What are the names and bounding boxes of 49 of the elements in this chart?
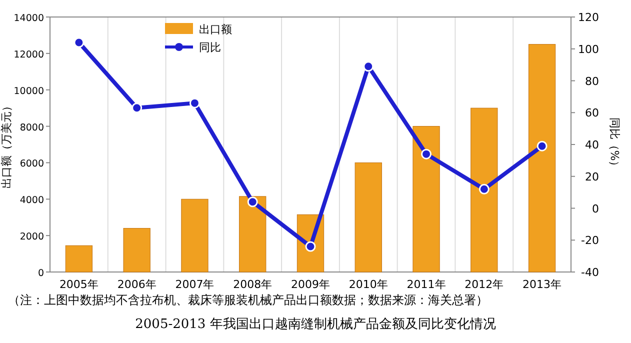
y2-tick-label: -40 [581,266,599,279]
bar [354,162,382,272]
legend-label: 出口额 [199,23,232,36]
point [189,98,200,108]
y-tick-label: 14000 [14,13,44,24]
y-axis-title: 出口额（万美元） [0,100,13,188]
bar [65,245,93,272]
point [132,102,142,114]
x-tick-label: 2012年 [464,278,504,291]
x-tick-label: 2011年 [406,278,446,291]
point [536,140,548,152]
y-tick-label: 2000 [20,232,44,243]
x-tick-label: 2009年 [291,278,330,291]
x-tick-label: 2006年 [117,278,156,291]
y-tick-label: 0 [38,268,44,279]
bar [528,44,556,272]
point [478,184,490,194]
bar [181,198,208,272]
point [74,37,84,48]
y-tick-label: 4000 [20,195,44,206]
x-tick-label: 2007年 [175,278,214,291]
y2-tick-label: 0 [592,202,599,216]
y-tick-label: 6000 [20,158,44,170]
y2-tick-label: 120 [578,11,599,24]
y-tick-label: 8000 [20,122,44,134]
text: 2005-2013 年我国出口越南缝制机械产品金额及同比变化情况 [135,317,496,332]
x-tick-label: 2013年 [522,278,562,291]
y2-tick-label: 20 [585,170,599,184]
y2-tick-label: 60 [585,106,599,120]
point [363,61,374,72]
bar [412,126,440,272]
text: （注：上图中数据均不含拉布机、裁床等服装机械产品出口额数据；数据来源：海关总署） [8,293,488,307]
y-tick-label: 10000 [14,86,44,97]
y-tick-label: 12000 [14,49,44,60]
y2-tick-label: 40 [585,138,599,152]
x-tick-label: 2010年 [348,278,388,291]
bar [123,228,150,272]
legend-label: 同比 [199,41,221,54]
point [305,241,316,252]
bar [239,196,266,272]
y2-axis-title: 同比（%） [608,117,621,172]
y2-tick-label: 80 [585,74,599,88]
y2-tick-label: 100 [578,42,599,56]
bar [470,108,498,272]
x-tick-label: 2005年 [59,278,98,291]
y2-tick-label: -20 [581,234,599,248]
point [247,196,258,208]
x-tick-label: 2008年 [233,278,272,291]
point [421,148,432,160]
